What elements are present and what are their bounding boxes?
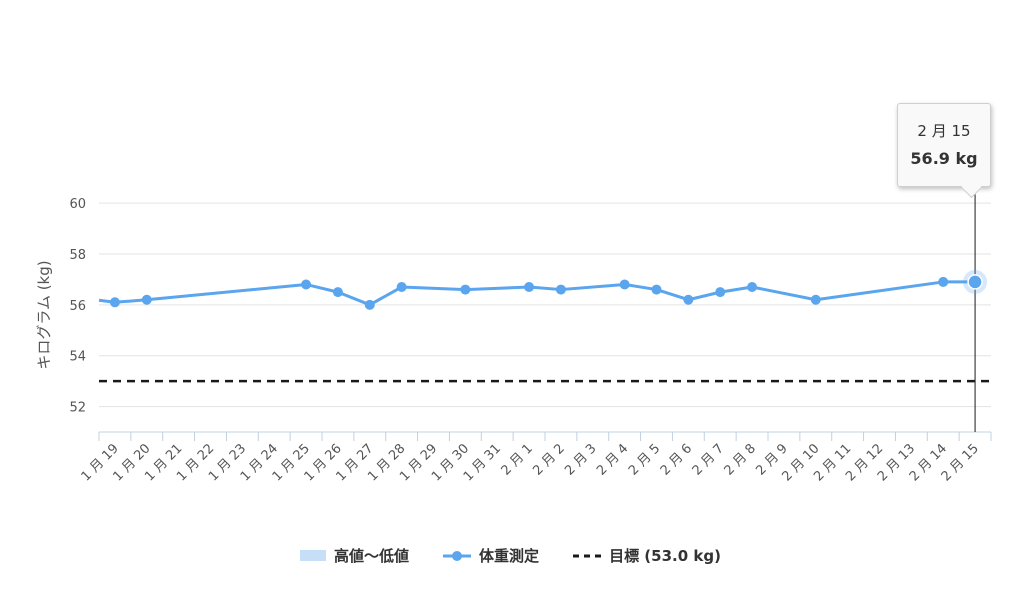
data-point[interactable] — [619, 279, 630, 290]
data-point[interactable] — [109, 297, 120, 308]
data-point[interactable] — [938, 276, 949, 287]
data-point[interactable] — [141, 294, 152, 305]
y-tick-labels: 52 54 56 58 60 — [69, 197, 86, 415]
y-tick-label: 52 — [69, 401, 86, 416]
weight-series[interactable] — [98, 269, 988, 310]
data-point[interactable] — [810, 294, 821, 305]
x-tick-label: 2 月 8 — [722, 441, 759, 478]
data-point[interactable] — [555, 284, 566, 295]
data-point[interactable] — [301, 279, 312, 290]
x-tick-label: 2 月 2 — [530, 441, 567, 478]
legend-range-label: 高値〜低値 — [334, 547, 410, 565]
data-point[interactable] — [396, 282, 407, 293]
legend: 高値〜低値 体重測定 目標 (53.0 kg) — [0, 545, 1021, 566]
weight-chart: 52 54 56 58 60 キログラム (kg) 1 月 191 月 201 月 21… — [35, 190, 992, 484]
data-point-selected[interactable] — [967, 274, 983, 290]
tooltip: 2 月 15 56.9 kg — [897, 103, 991, 199]
range-swatch-icon — [300, 550, 327, 561]
y-tick-label: 58 — [69, 248, 86, 263]
legend-goal-label: 目標 (53.0 kg) — [609, 547, 721, 565]
dashed-line-icon — [573, 554, 602, 557]
legend-item-goal[interactable]: 目標 (53.0 kg) — [573, 545, 721, 566]
tooltip-value: 56.9 kg — [910, 149, 978, 168]
y-tick-label: 56 — [69, 299, 86, 314]
data-point[interactable] — [332, 287, 343, 298]
x-tick-label: 2 月 6 — [658, 441, 695, 478]
y-tick-label: 60 — [69, 197, 86, 212]
line-marker-icon — [443, 550, 472, 561]
data-point[interactable] — [683, 294, 694, 305]
data-point[interactable] — [524, 282, 535, 293]
tooltip-date: 2 月 15 — [917, 122, 971, 140]
y-tick-label: 54 — [69, 350, 86, 365]
x-tick-label: 2 月 5 — [626, 441, 663, 478]
legend-weight-label: 体重測定 — [479, 547, 540, 565]
data-point[interactable] — [460, 284, 471, 295]
series-line — [98, 280, 976, 307]
x-tick-label: 2 月 3 — [562, 441, 599, 478]
data-point[interactable] — [651, 284, 662, 295]
data-point[interactable] — [364, 299, 375, 310]
x-tick-label: 2 月 4 — [594, 441, 631, 478]
x-axis: 1 月 191 月 201 月 211 月 221 月 231 月 241 月 … — [79, 431, 992, 484]
x-tick-label: 2 月 7 — [690, 441, 727, 478]
y-axis-title: キログラム (kg) — [35, 260, 53, 369]
x-tick-label: 2 月 1 — [499, 441, 536, 478]
legend-item-range[interactable]: 高値〜低値 — [300, 545, 409, 566]
data-point[interactable] — [715, 287, 726, 298]
data-point[interactable] — [747, 282, 758, 293]
legend-item-weight[interactable]: 体重測定 — [443, 545, 539, 566]
grid-lines — [99, 202, 991, 408]
